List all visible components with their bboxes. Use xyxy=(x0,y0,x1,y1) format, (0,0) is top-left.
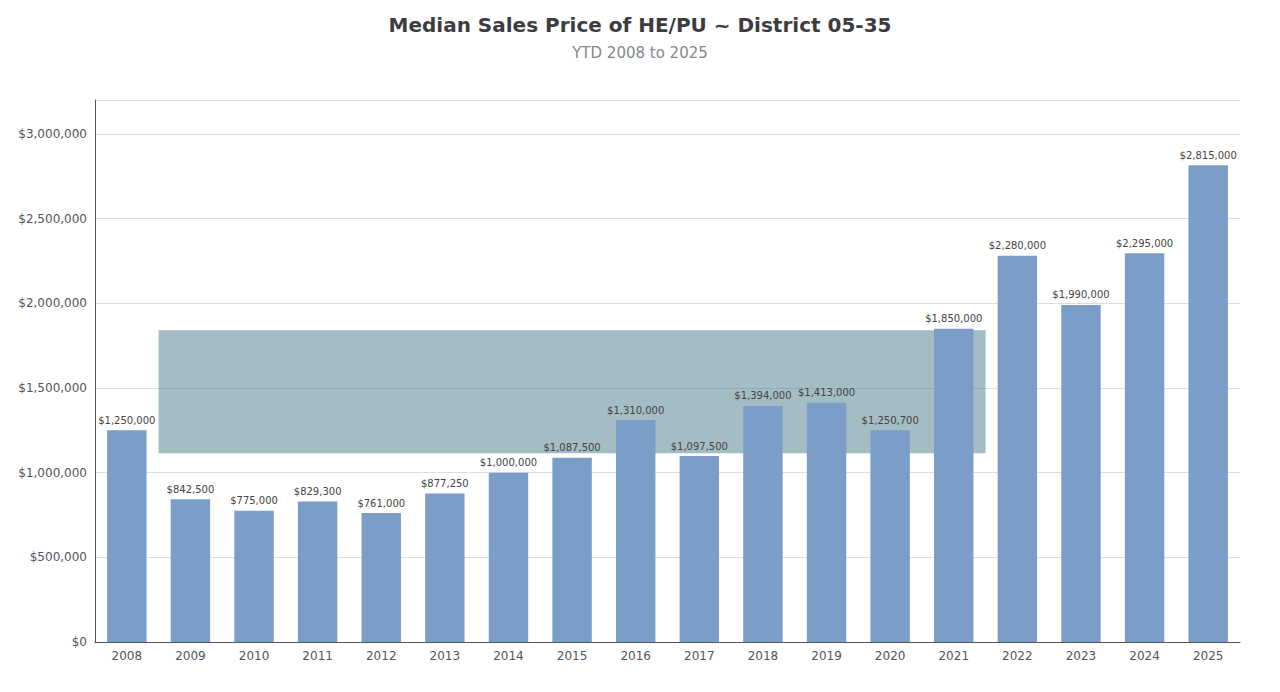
svg-text:2019: 2019 xyxy=(811,649,842,663)
svg-text:2016: 2016 xyxy=(620,649,651,663)
svg-text:$1,087,500: $1,087,500 xyxy=(543,442,600,453)
svg-text:$1,000,000: $1,000,000 xyxy=(480,457,537,468)
svg-text:2023: 2023 xyxy=(1066,649,1097,663)
svg-text:$829,300: $829,300 xyxy=(294,486,342,497)
svg-text:$842,500: $842,500 xyxy=(167,484,215,495)
svg-text:$1,250,000: $1,250,000 xyxy=(98,415,155,426)
svg-text:$0: $0 xyxy=(72,635,87,649)
svg-text:$877,250: $877,250 xyxy=(421,478,469,489)
svg-text:2010: 2010 xyxy=(239,649,270,663)
svg-text:$761,000: $761,000 xyxy=(357,498,405,509)
svg-text:$2,500,000: $2,500,000 xyxy=(18,212,87,226)
svg-text:2018: 2018 xyxy=(748,649,779,663)
svg-text:2011: 2011 xyxy=(302,649,333,663)
svg-text:2013: 2013 xyxy=(430,649,461,663)
svg-text:$1,500,000: $1,500,000 xyxy=(18,381,87,395)
svg-text:$1,850,000: $1,850,000 xyxy=(925,313,982,324)
svg-text:2020: 2020 xyxy=(875,649,906,663)
svg-text:Median Sales Price of HE/PU ~: Median Sales Price of HE/PU ~ District 0… xyxy=(389,13,892,37)
svg-text:2024: 2024 xyxy=(1129,649,1160,663)
svg-text:2022: 2022 xyxy=(1002,649,1033,663)
svg-text:$2,280,000: $2,280,000 xyxy=(989,240,1046,251)
svg-text:2021: 2021 xyxy=(938,649,969,663)
svg-text:$1,097,500: $1,097,500 xyxy=(671,441,728,452)
svg-text:2017: 2017 xyxy=(684,649,715,663)
svg-text:2025: 2025 xyxy=(1193,649,1224,663)
svg-text:2014: 2014 xyxy=(493,649,524,663)
svg-text:2009: 2009 xyxy=(175,649,206,663)
svg-text:2015: 2015 xyxy=(557,649,588,663)
svg-text:$3,000,000: $3,000,000 xyxy=(18,127,87,141)
svg-text:$1,990,000: $1,990,000 xyxy=(1052,289,1109,300)
svg-text:$1,310,000: $1,310,000 xyxy=(607,405,664,416)
svg-text:$1,250,700: $1,250,700 xyxy=(862,415,919,426)
svg-text:$1,000,000: $1,000,000 xyxy=(18,466,87,480)
svg-text:$775,000: $775,000 xyxy=(230,495,278,506)
svg-text:2008: 2008 xyxy=(112,649,143,663)
svg-text:$2,000,000: $2,000,000 xyxy=(18,296,87,310)
svg-text:$1,413,000: $1,413,000 xyxy=(798,387,855,398)
svg-text:$2,815,000: $2,815,000 xyxy=(1180,150,1237,161)
svg-text:2012: 2012 xyxy=(366,649,397,663)
svg-text:$1,394,000: $1,394,000 xyxy=(734,390,791,401)
svg-text:$500,000: $500,000 xyxy=(30,550,87,564)
svg-text:YTD 2008 to 2025: YTD 2008 to 2025 xyxy=(571,44,708,62)
svg-text:$2,295,000: $2,295,000 xyxy=(1116,238,1173,249)
